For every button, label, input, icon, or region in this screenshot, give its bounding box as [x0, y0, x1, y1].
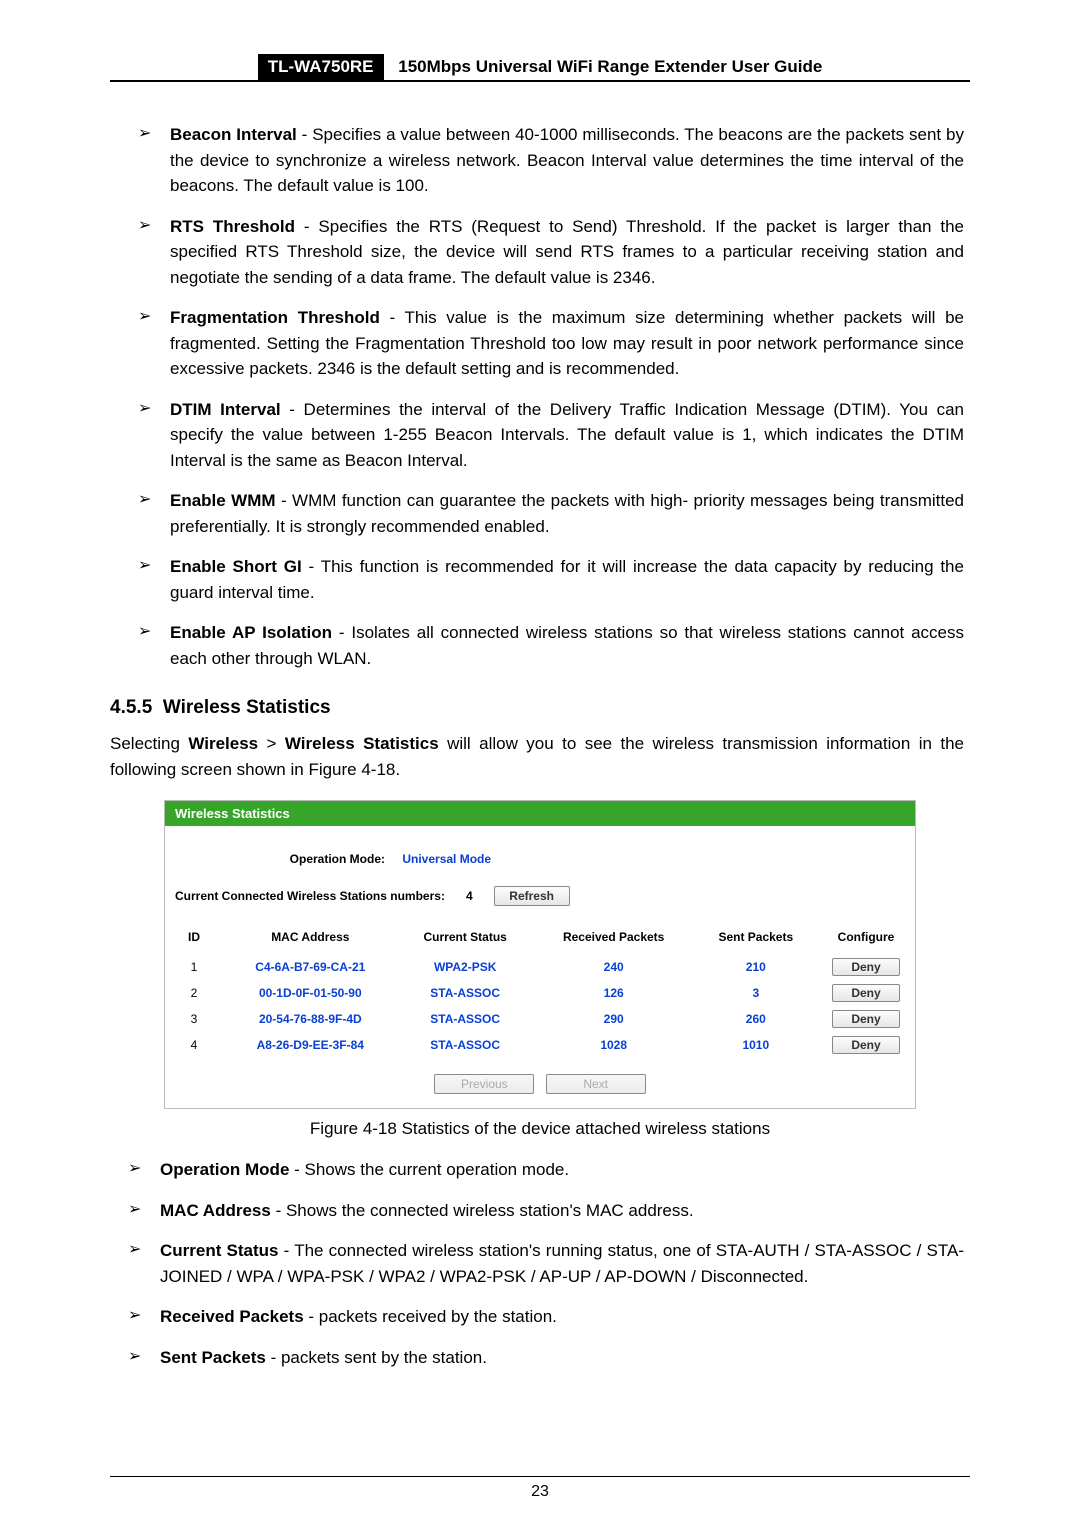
cell-sent: 260 [695, 1006, 817, 1032]
col-received: Received Packets [533, 924, 695, 954]
page-header: TL-WA750RE 150Mbps Universal WiFi Range … [110, 54, 970, 82]
bullet-enable-short-gi: Enable Short GI - This function is recom… [138, 554, 964, 605]
cell-sent: 1010 [695, 1032, 817, 1058]
term-label: Fragmentation Threshold [170, 308, 380, 327]
lead-pre: Selecting [110, 734, 188, 753]
header-model: TL-WA750RE [258, 54, 384, 80]
term-text: packets sent by the station. [281, 1348, 487, 1367]
operation-mode-value: Universal Mode [402, 852, 491, 866]
deny-button[interactable]: Deny [832, 984, 900, 1002]
col-id: ID [165, 924, 223, 954]
term-label: Enable Short GI [170, 557, 302, 576]
bullet-sent-packets: Sent Packets - packets sent by the stati… [128, 1345, 964, 1371]
term-label: MAC Address [160, 1201, 271, 1220]
deny-button[interactable]: Deny [832, 1010, 900, 1028]
term-label: Sent Packets [160, 1348, 266, 1367]
section-number: 4.5.5 [110, 697, 152, 718]
cell-mac: A8-26-D9-EE-3F-84 [223, 1032, 398, 1058]
cell-mac: C4-6A-B7-69-CA-21 [223, 954, 398, 980]
cell-id: 3 [165, 1006, 223, 1032]
table-row: 4 A8-26-D9-EE-3F-84 STA-ASSOC 1028 1010 … [165, 1032, 915, 1058]
nav-wireless-statistics: Wireless Statistics [285, 734, 439, 753]
connected-stations-count: 4 [454, 889, 484, 903]
term-label: Received Packets [160, 1307, 304, 1326]
figure-caption: Figure 4-18 Statistics of the device att… [110, 1119, 970, 1139]
connected-stations-label: Current Connected Wireless Stations numb… [175, 889, 445, 903]
bullet-enable-wmm: Enable WMM - WMM function can guarantee … [138, 488, 964, 539]
section-lead: Selecting Wireless > Wireless Statistics… [110, 731, 964, 782]
deny-button[interactable]: Deny [832, 958, 900, 976]
operation-mode-label: Operation Mode: [165, 852, 399, 866]
cell-received: 1028 [533, 1032, 695, 1058]
section-title: Wireless Statistics [163, 697, 331, 718]
bullet-operation-mode: Operation Mode - Shows the current opera… [128, 1157, 964, 1183]
panel-title: Wireless Statistics [165, 801, 915, 826]
top-bullet-list: Beacon Interval - Specifies a value betw… [110, 122, 970, 671]
term-text: Shows the connected wireless station's M… [286, 1201, 694, 1220]
page-number: 23 [110, 1476, 970, 1501]
nav-separator: > [258, 734, 285, 753]
bullet-current-status: Current Status - The connected wireless … [128, 1238, 964, 1289]
table-row: 1 C4-6A-B7-69-CA-21 WPA2-PSK 240 210 Den… [165, 954, 915, 980]
cell-status: STA-ASSOC [398, 1032, 533, 1058]
nav-wireless: Wireless [188, 734, 258, 753]
cell-sent: 3 [695, 980, 817, 1006]
bullet-enable-ap-isolation: Enable AP Isolation - Isolates all conne… [138, 620, 964, 671]
table-row: 2 00-1D-0F-01-50-90 STA-ASSOC 126 3 Deny [165, 980, 915, 1006]
term-label: Current Status [160, 1241, 279, 1260]
col-mac: MAC Address [223, 924, 398, 954]
col-configure: Configure [817, 924, 915, 954]
cell-id: 2 [165, 980, 223, 1006]
cell-received: 240 [533, 954, 695, 980]
term-label: Beacon Interval [170, 125, 297, 144]
cell-id: 4 [165, 1032, 223, 1058]
cell-status: WPA2-PSK [398, 954, 533, 980]
cell-mac: 00-1D-0F-01-50-90 [223, 980, 398, 1006]
cell-status: STA-ASSOC [398, 980, 533, 1006]
term-label: DTIM Interval [170, 400, 281, 419]
col-sent: Sent Packets [695, 924, 817, 954]
term-label: RTS Threshold [170, 217, 295, 236]
term-text: packets received by the station. [319, 1307, 557, 1326]
stations-table: ID MAC Address Current Status Received P… [165, 924, 915, 1058]
section-heading: 4.5.5 Wireless Statistics [110, 697, 970, 719]
panel-footer: Previous Next [165, 1058, 915, 1104]
cell-mac: 20-54-76-88-9F-4D [223, 1006, 398, 1032]
term-label: Enable WMM [170, 491, 276, 510]
table-row: 3 20-54-76-88-9F-4D STA-ASSOC 290 260 De… [165, 1006, 915, 1032]
bullet-received-packets: Received Packets - packets received by t… [128, 1304, 964, 1330]
cell-sent: 210 [695, 954, 817, 980]
bullet-rts-threshold: RTS Threshold - Specifies the RTS (Reque… [138, 214, 964, 291]
term-label: Operation Mode [160, 1160, 289, 1179]
term-text: Shows the current operation mode. [305, 1160, 570, 1179]
bottom-bullet-list: Operation Mode - Shows the current opera… [110, 1157, 970, 1370]
cell-id: 1 [165, 954, 223, 980]
table-header-row: ID MAC Address Current Status Received P… [165, 924, 915, 954]
refresh-button[interactable]: Refresh [494, 886, 570, 906]
bullet-fragmentation-threshold: Fragmentation Threshold - This value is … [138, 305, 964, 382]
operation-mode-row: Operation Mode: Universal Mode [165, 838, 915, 880]
col-status: Current Status [398, 924, 533, 954]
bullet-dtim-interval: DTIM Interval - Determines the interval … [138, 397, 964, 474]
cell-received: 126 [533, 980, 695, 1006]
next-button[interactable]: Next [546, 1074, 646, 1094]
bullet-beacon-interval: Beacon Interval - Specifies a value betw… [138, 122, 964, 199]
bullet-mac-address: MAC Address - Shows the connected wirele… [128, 1198, 964, 1224]
wireless-statistics-panel: Wireless Statistics Operation Mode: Univ… [164, 800, 916, 1109]
deny-button[interactable]: Deny [832, 1036, 900, 1054]
cell-status: STA-ASSOC [398, 1006, 533, 1032]
connected-stations-row: Current Connected Wireless Stations numb… [165, 880, 915, 920]
header-subtitle: 150Mbps Universal WiFi Range Extender Us… [388, 54, 822, 80]
previous-button[interactable]: Previous [434, 1074, 534, 1094]
term-label: Enable AP Isolation [170, 623, 332, 642]
cell-received: 290 [533, 1006, 695, 1032]
